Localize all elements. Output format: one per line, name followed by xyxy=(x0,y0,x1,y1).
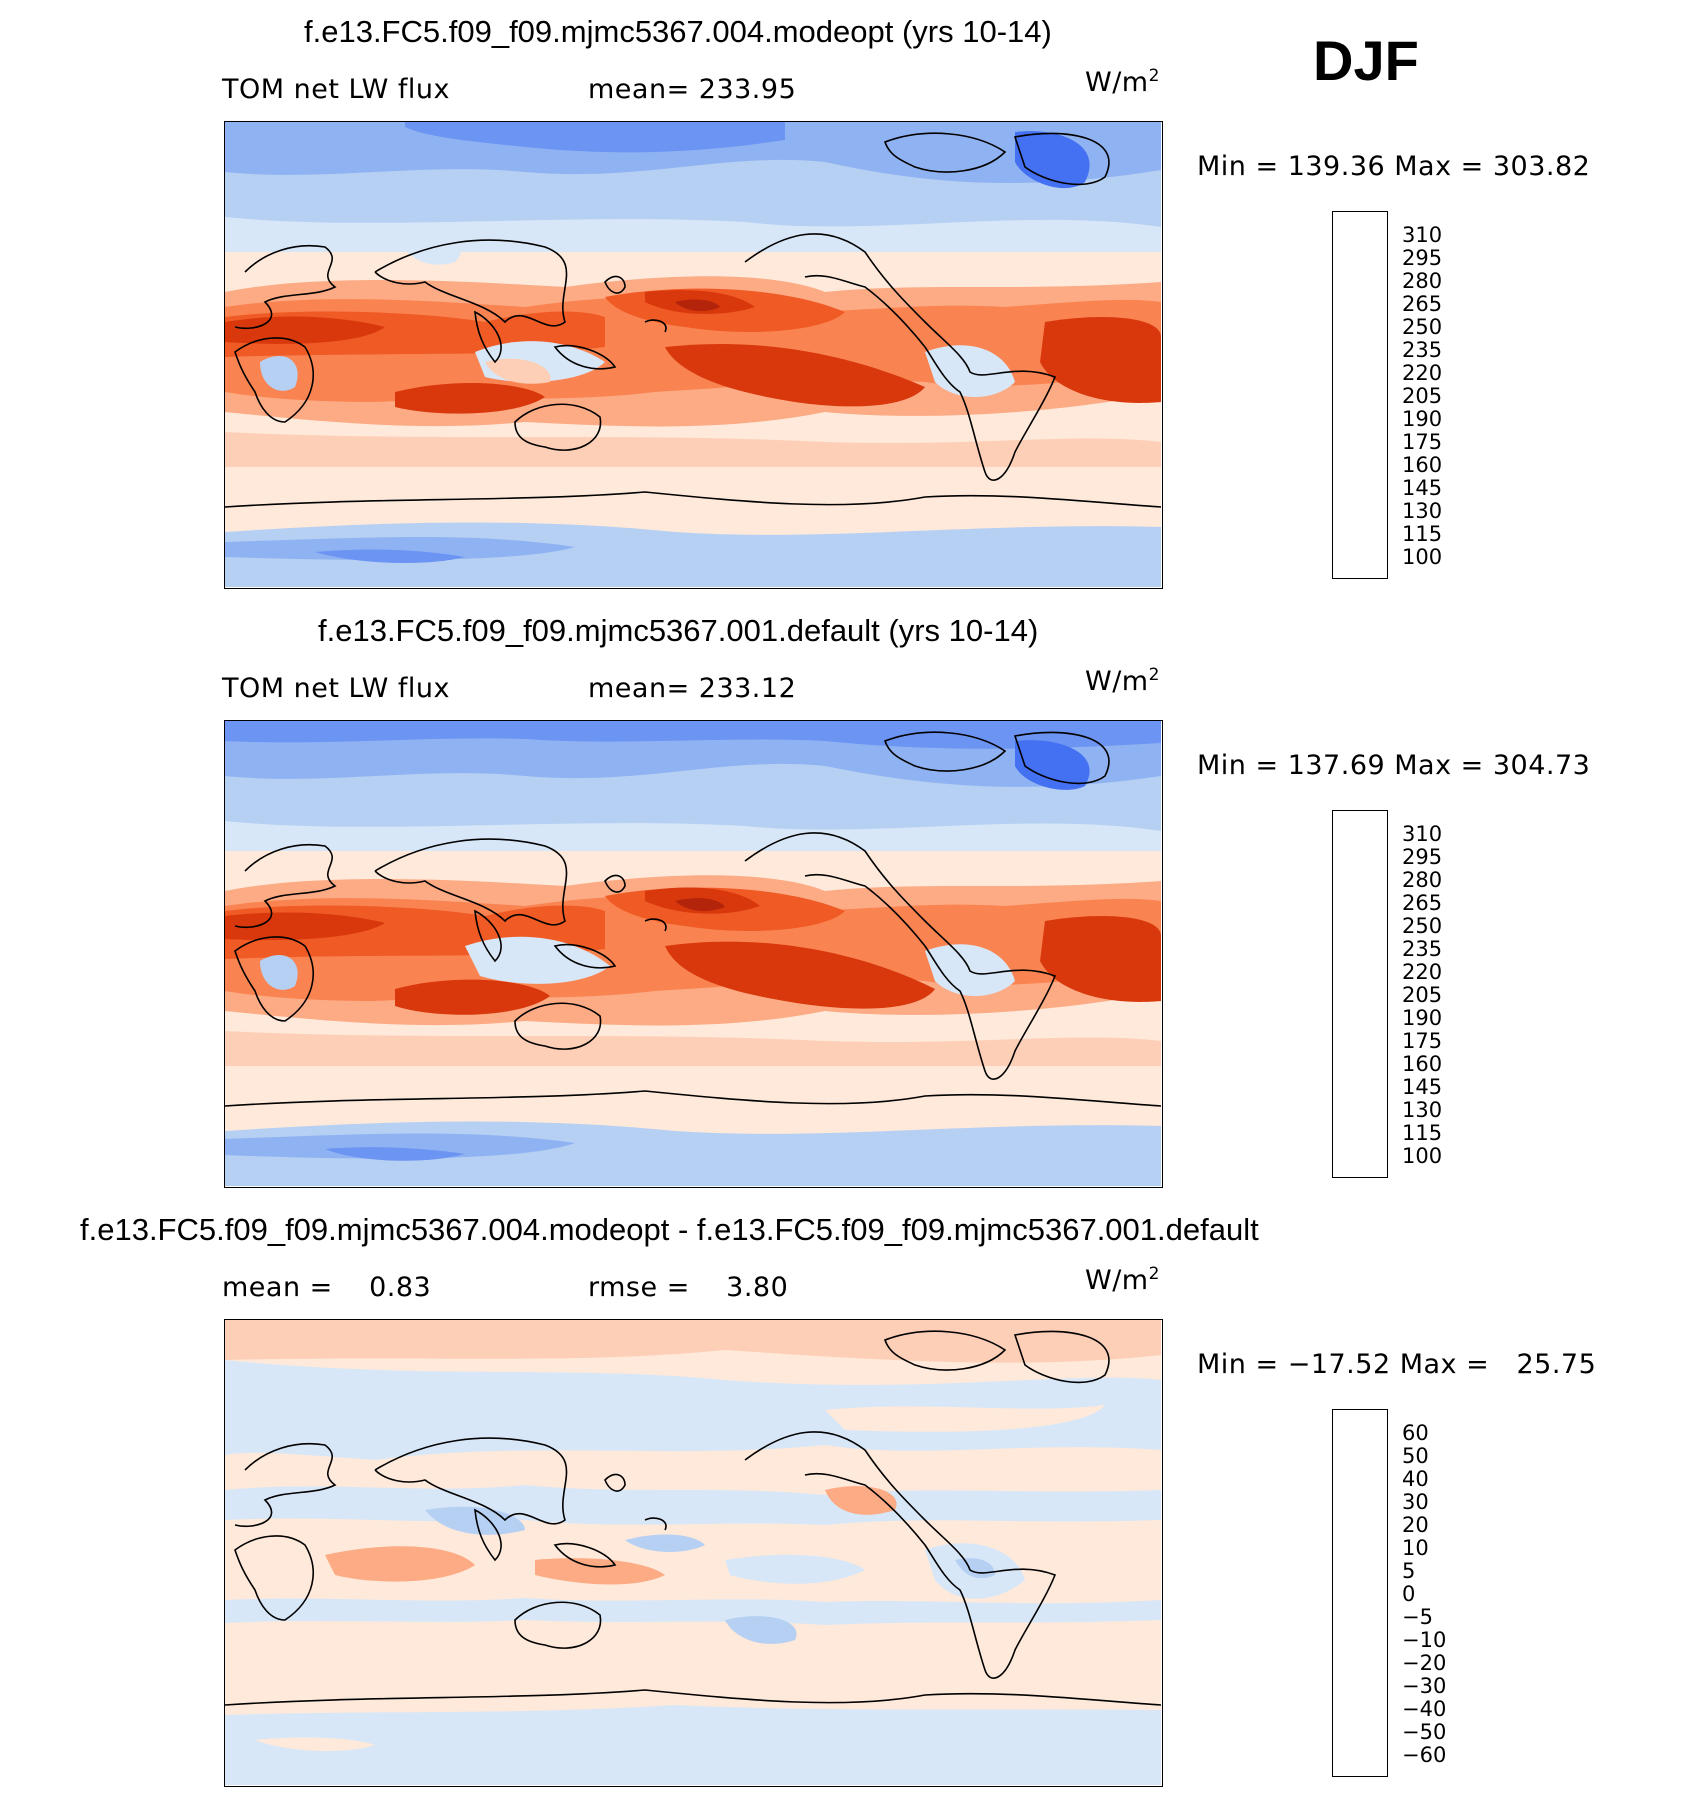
colorbar-tick: −50 xyxy=(1402,1720,1447,1744)
colorbar-tick: 220 xyxy=(1402,361,1443,385)
colorbar-tick: 265 xyxy=(1402,891,1443,915)
colorbar-tick: 100 xyxy=(1402,545,1443,569)
colorbar-tick: 295 xyxy=(1402,246,1443,270)
colorbar-tick: 5 xyxy=(1402,1559,1416,1583)
panel-2-units: W/m2 xyxy=(1085,665,1160,697)
colorbar-tick: 280 xyxy=(1402,269,1443,293)
colorbar-tick: 235 xyxy=(1402,937,1443,961)
colorbar-tick: −30 xyxy=(1402,1674,1447,1698)
colorbar-tick: 130 xyxy=(1402,499,1443,523)
colorbar-tick: 160 xyxy=(1402,453,1443,477)
colorbar-tick: −20 xyxy=(1402,1651,1447,1675)
panel-2-title: f.e13.FC5.f09_f09.mjmc5367.001.default (… xyxy=(318,613,1039,648)
panel-3-mean-label: mean = 0.83 xyxy=(222,1272,432,1303)
panel-1-colorbar xyxy=(1332,211,1388,579)
colorbar-tick: −40 xyxy=(1402,1697,1447,1721)
colorbar-tick: 50 xyxy=(1402,1444,1429,1468)
panel-3-title: f.e13.FC5.f09_f09.mjmc5367.004.modeopt -… xyxy=(80,1212,1259,1247)
colorbar-tick: 265 xyxy=(1402,292,1443,316)
panel-3-rmse-label: rmse = 3.80 xyxy=(588,1272,789,1303)
colorbar-tick: 220 xyxy=(1402,960,1443,984)
colorbar-tick: 40 xyxy=(1402,1467,1429,1491)
panel-2-map xyxy=(224,720,1163,1188)
colorbar-tick: −60 xyxy=(1402,1743,1447,1767)
colorbar-tick: 205 xyxy=(1402,384,1443,408)
panel-1-title: f.e13.FC5.f09_f09.mjmc5367.004.modeopt (… xyxy=(304,14,1052,49)
panel-1-mean-label: mean= 233.95 xyxy=(588,74,797,105)
panel-2-variable-label: TOM net LW flux xyxy=(222,673,450,704)
panel-1-minmax: Min = 139.36 Max = 303.82 xyxy=(1197,151,1591,182)
panel-2-minmax: Min = 137.69 Max = 304.73 xyxy=(1197,750,1591,781)
panel-2-colorbar xyxy=(1332,810,1388,1178)
colorbar-tick: 0 xyxy=(1402,1582,1416,1606)
colorbar-tick: 280 xyxy=(1402,868,1443,892)
colorbar-tick: 160 xyxy=(1402,1052,1443,1076)
colorbar-tick: 175 xyxy=(1402,1029,1443,1053)
colorbar-tick: 100 xyxy=(1402,1144,1443,1168)
colorbar-tick: 310 xyxy=(1402,223,1443,247)
colorbar-tick: 10 xyxy=(1402,1536,1429,1560)
colorbar-tick: 20 xyxy=(1402,1513,1429,1537)
colorbar-tick: −5 xyxy=(1402,1605,1433,1629)
colorbar-tick: 250 xyxy=(1402,914,1443,938)
panel-1-map xyxy=(224,121,1163,589)
colorbar-tick: 30 xyxy=(1402,1490,1429,1514)
season-label: DJF xyxy=(1313,29,1419,92)
panel-2-mean-label: mean= 233.12 xyxy=(588,673,797,704)
colorbar-tick: 145 xyxy=(1402,476,1443,500)
panel-1-units: W/m2 xyxy=(1085,66,1160,98)
colorbar-tick: 310 xyxy=(1402,822,1443,846)
colorbar-tick: 295 xyxy=(1402,845,1443,869)
colorbar-tick: 175 xyxy=(1402,430,1443,454)
colorbar-tick: 250 xyxy=(1402,315,1443,339)
panel-1-variable-label: TOM net LW flux xyxy=(222,74,450,105)
panel-3-colorbar xyxy=(1332,1409,1388,1777)
colorbar-tick: 115 xyxy=(1402,1121,1443,1145)
colorbar-tick: 115 xyxy=(1402,522,1443,546)
colorbar-tick: 60 xyxy=(1402,1421,1429,1445)
colorbar-tick: 130 xyxy=(1402,1098,1443,1122)
panel-3-map xyxy=(224,1319,1163,1787)
colorbar-tick: 235 xyxy=(1402,338,1443,362)
colorbar-tick: 190 xyxy=(1402,407,1443,431)
colorbar-tick: 145 xyxy=(1402,1075,1443,1099)
colorbar-tick: 190 xyxy=(1402,1006,1443,1030)
panel-3-minmax: Min = −17.52 Max = 25.75 xyxy=(1197,1349,1597,1380)
colorbar-tick: −10 xyxy=(1402,1628,1447,1652)
colorbar-tick: 205 xyxy=(1402,983,1443,1007)
panel-3-units: W/m2 xyxy=(1085,1264,1160,1296)
